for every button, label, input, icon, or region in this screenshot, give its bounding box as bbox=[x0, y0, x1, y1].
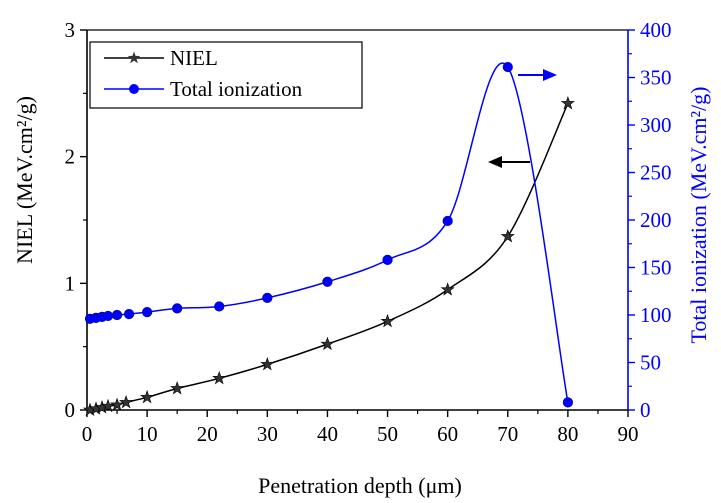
left-axis-title: NIEL (MeV.cm²/g) bbox=[12, 96, 37, 264]
x-tick-label: 80 bbox=[557, 422, 578, 446]
left-axis-ticks: 0 1 2 3 bbox=[65, 18, 87, 422]
data-point-niel bbox=[560, 96, 575, 110]
data-point-total-ionization bbox=[502, 61, 513, 73]
right-tick-label: 250 bbox=[640, 161, 672, 185]
right-axis-title: Total ionization (MeV.cm²/g) bbox=[686, 87, 711, 344]
data-point-total-ionization bbox=[172, 303, 183, 314]
series-line-niel bbox=[89, 103, 569, 411]
legend-label-total-ionization: Total ionization bbox=[170, 77, 303, 101]
data-point-total-ionization bbox=[214, 301, 225, 312]
data-point-total-ionization bbox=[442, 215, 453, 227]
right-tick-label: 300 bbox=[640, 113, 672, 137]
right-tick-label: 100 bbox=[640, 303, 672, 327]
data-point-niel bbox=[260, 356, 275, 371]
x-axis-ticks: 0 10 20 30 40 50 60 70 80 90 bbox=[82, 410, 639, 446]
series-markers bbox=[82, 61, 575, 416]
left-tick-label: 2 bbox=[65, 145, 76, 169]
right-tick-label: 350 bbox=[640, 66, 672, 90]
right-tick-label: 400 bbox=[640, 18, 672, 42]
series-lines bbox=[89, 62, 569, 411]
x-tick-label: 0 bbox=[82, 422, 93, 446]
x-tick-label: 50 bbox=[377, 422, 398, 446]
legend-star-icon bbox=[127, 51, 141, 64]
data-point-total-ionization bbox=[562, 397, 573, 408]
legend-circle-icon bbox=[129, 84, 139, 94]
x-tick-label: 70 bbox=[497, 422, 518, 446]
data-point-total-ionization bbox=[322, 276, 333, 287]
legend: NIEL Total ionization bbox=[89, 41, 363, 109]
right-tick-label: 50 bbox=[640, 351, 661, 375]
right-tick-label: 150 bbox=[640, 256, 672, 280]
data-point-niel bbox=[440, 282, 455, 296]
left-tick-label: 0 bbox=[65, 398, 76, 422]
x-axis-title: Penetration depth (μm) bbox=[258, 473, 462, 498]
data-point-total-ionization bbox=[102, 310, 114, 322]
data-point-total-ionization bbox=[142, 307, 153, 318]
right-tick-label: 200 bbox=[640, 208, 672, 232]
x-tick-label: 40 bbox=[317, 422, 338, 446]
legend-item-total-ionization: Total ionization bbox=[104, 77, 303, 101]
data-point-niel bbox=[212, 370, 227, 385]
x-tick-label: 90 bbox=[618, 422, 639, 446]
x-tick-label: 20 bbox=[197, 422, 218, 446]
right-axis-ticks: 0 50 100 150 200 250 300 350 400 bbox=[628, 18, 672, 422]
right-tick-label: 0 bbox=[640, 398, 651, 422]
data-point-niel bbox=[140, 389, 155, 404]
x-tick-label: 10 bbox=[137, 422, 158, 446]
data-point-niel bbox=[110, 397, 125, 411]
niel-axis-arrow bbox=[488, 156, 530, 168]
data-point-total-ionization bbox=[262, 292, 273, 304]
data-point-total-ionization bbox=[111, 309, 123, 321]
data-point-total-ionization bbox=[382, 254, 393, 265]
series-line-total-ionization bbox=[89, 62, 569, 403]
ionization-axis-arrow bbox=[518, 69, 557, 81]
left-tick-label: 1 bbox=[65, 271, 76, 295]
data-point-total-ionization bbox=[123, 308, 135, 320]
data-point-niel bbox=[119, 394, 134, 409]
legend-label-niel: NIEL bbox=[170, 46, 218, 70]
data-point-niel bbox=[500, 229, 515, 243]
left-tick-label: 3 bbox=[65, 18, 76, 42]
data-point-niel bbox=[170, 381, 185, 395]
x-tick-label: 30 bbox=[257, 422, 278, 446]
data-point-niel bbox=[380, 313, 395, 328]
data-point-niel bbox=[320, 336, 335, 351]
legend-item-niel: NIEL bbox=[104, 46, 218, 70]
x-tick-label: 60 bbox=[437, 422, 458, 446]
